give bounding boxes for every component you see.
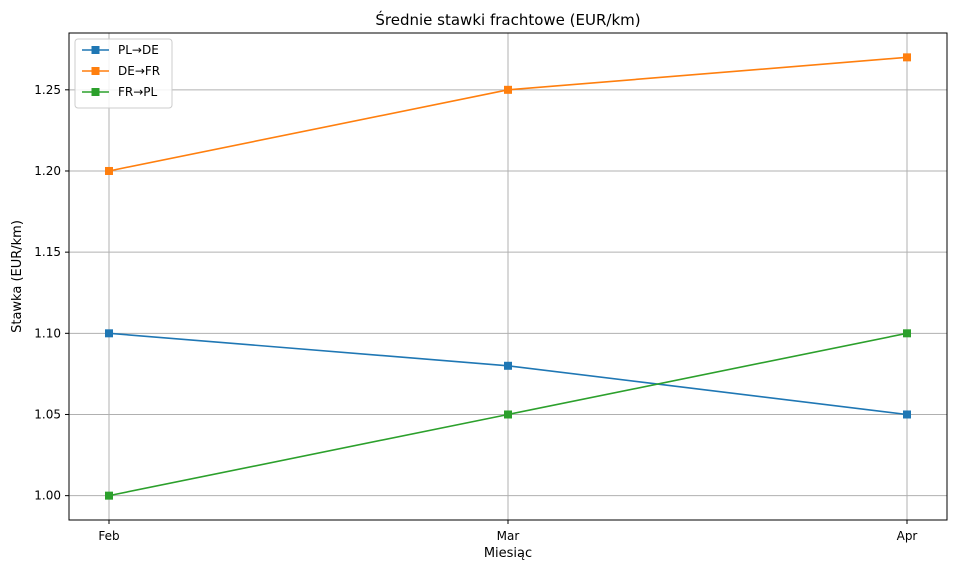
y-tick-label: 1.15	[34, 245, 61, 259]
data-point	[903, 53, 911, 62]
x-tick-label: Feb	[98, 529, 119, 543]
y-tick-label: 1.25	[34, 83, 61, 97]
legend-label: DE→FR	[118, 64, 160, 78]
y-axis-label: Stawka (EUR/km)	[10, 220, 25, 333]
grid	[69, 33, 947, 520]
y-tick-label: 1.20	[34, 164, 61, 178]
data-point	[105, 329, 113, 338]
plot-frame	[68, 32, 948, 521]
data-point	[105, 491, 113, 500]
y-tick-label: 1.05	[34, 407, 61, 421]
data-point	[504, 410, 512, 419]
legend-swatch-marker	[91, 46, 100, 54]
data-point	[504, 85, 512, 94]
x-tick-label: Mar	[497, 529, 520, 543]
legend: PL→DE DE→FR FR→PL	[74, 38, 173, 109]
axis-ticks: Feb Mar Apr 1.00 1.05 1.10 1.15 1.20 1.25	[34, 83, 917, 543]
legend-label: FR→PL	[118, 85, 158, 99]
legend-label: PL→DE	[118, 43, 159, 57]
data-point	[903, 329, 911, 338]
legend-swatch-marker	[91, 88, 100, 96]
data-point	[504, 361, 512, 370]
data-point	[903, 410, 911, 419]
series-lines	[105, 53, 911, 500]
legend-swatch-marker	[91, 67, 100, 75]
data-point	[105, 166, 113, 175]
x-tick-label: Apr	[897, 529, 918, 543]
x-axis-label: Miesiąc	[484, 546, 532, 561]
chart-title: Średnie stawki frachtowe (EUR/km)	[375, 10, 640, 29]
y-tick-label: 1.10	[34, 326, 61, 340]
y-tick-label: 1.00	[34, 489, 61, 503]
